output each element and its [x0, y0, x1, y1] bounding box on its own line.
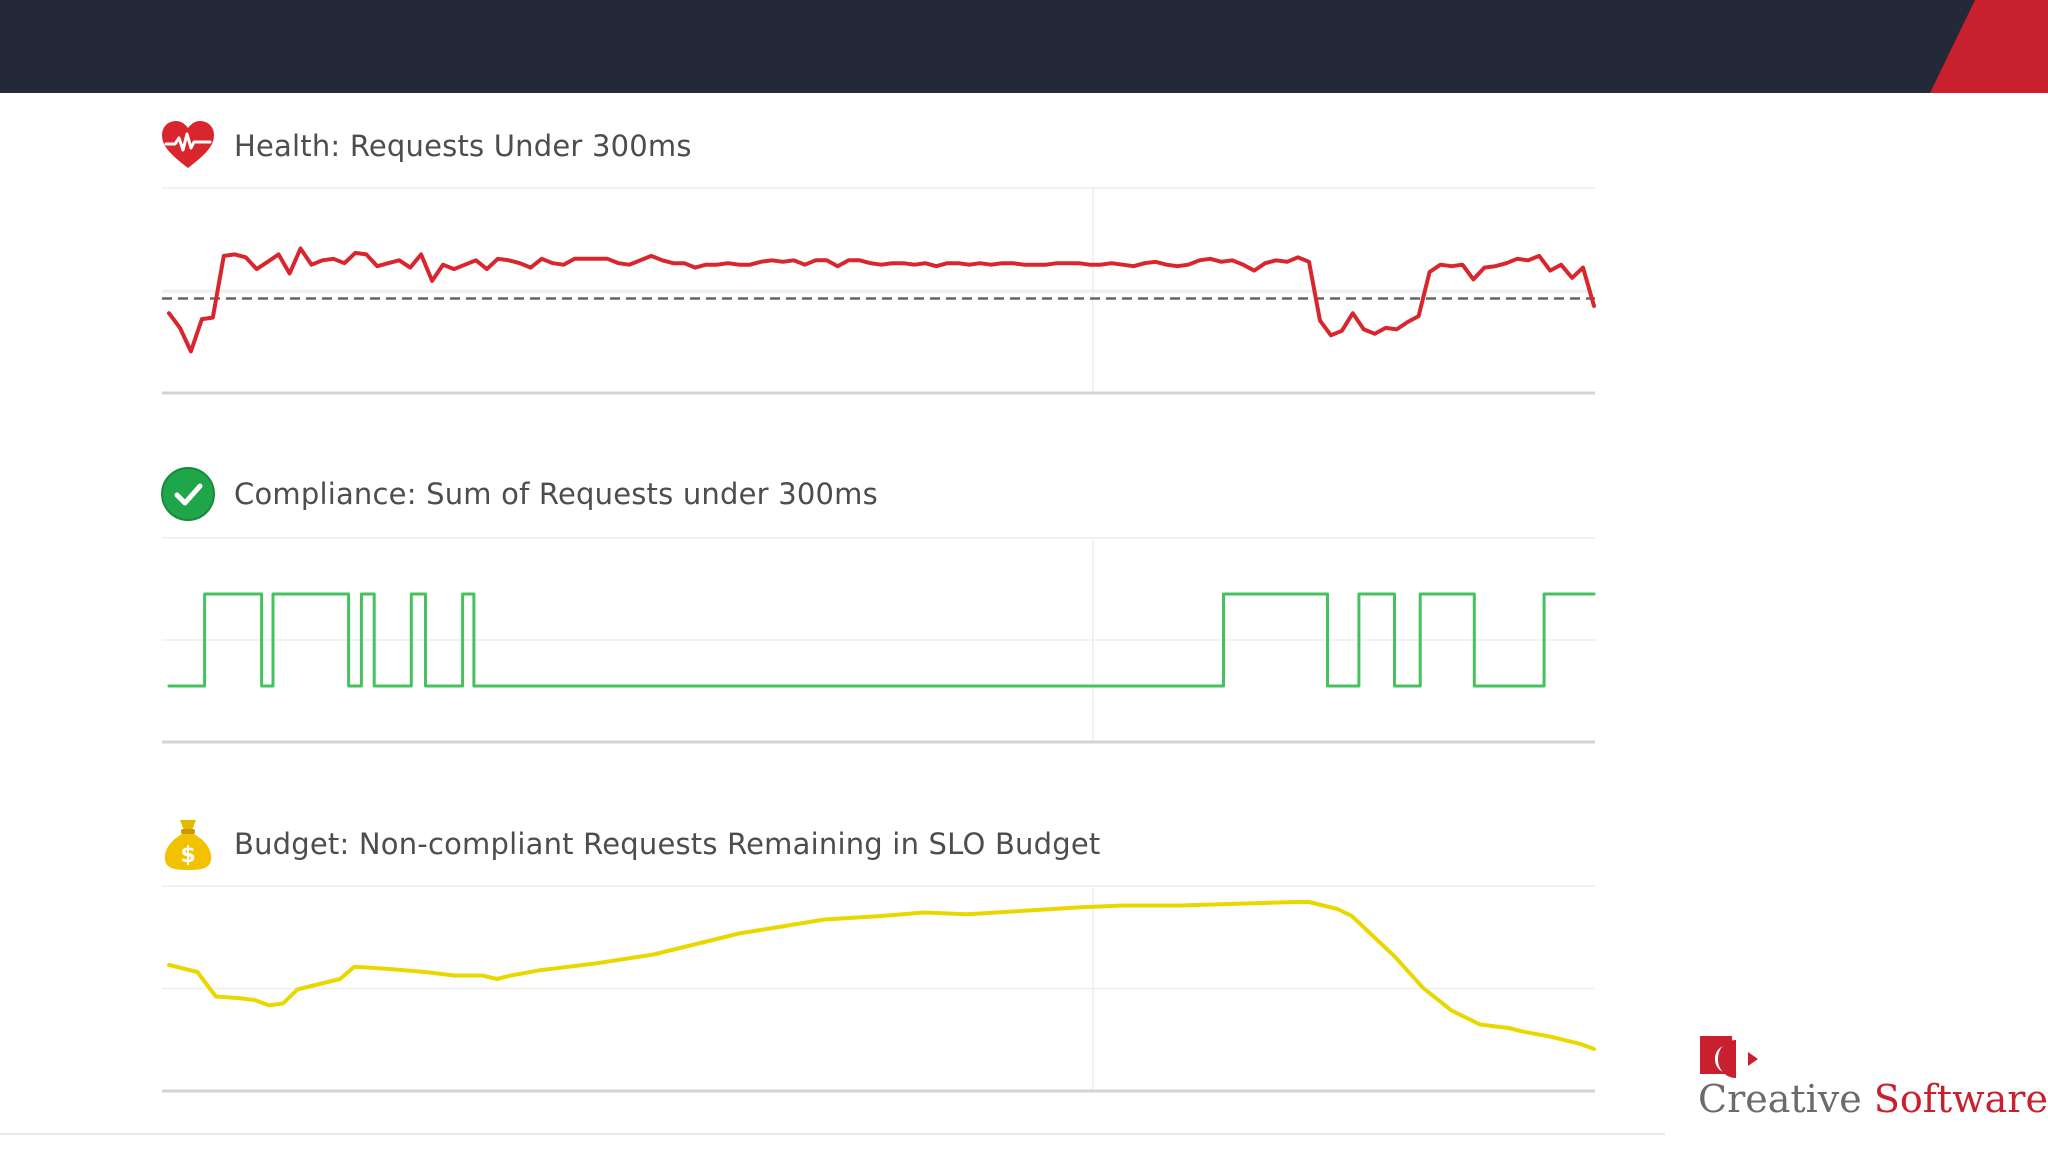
bottom-divider — [0, 1133, 1665, 1135]
svg-text:$: $ — [180, 843, 195, 868]
budget-series-line — [167, 900, 1596, 1051]
checkmark-circle-icon — [161, 467, 215, 521]
creative-software-logo-icon — [1700, 1036, 1758, 1078]
budget-panel-title: Budget: Non-compliant Requests Remaining… — [234, 827, 1101, 861]
logo-text: Creative Software — [1698, 1077, 2048, 1121]
top-bar — [0, 0, 2048, 93]
budget-panel-header: $ Budget: Non-compliant Requests Remaini… — [160, 814, 1100, 874]
heartbeat-icon — [162, 121, 214, 168]
compliance-series-line — [167, 592, 1596, 688]
health-series-line — [167, 246, 1596, 354]
creative-software-logo: Creative Software — [1698, 1032, 2048, 1122]
money-bag-icon: $ — [164, 820, 212, 870]
logo-word-software: Software — [1873, 1077, 2048, 1121]
compliance-panel-title: Compliance: Sum of Requests under 300ms — [234, 477, 878, 511]
health-panel-header: Health: Requests Under 300ms — [160, 116, 692, 176]
compliance-panel-header: Compliance: Sum of Requests under 300ms — [160, 464, 878, 524]
logo-word-creative: Creative — [1698, 1077, 1862, 1121]
health-panel-title: Health: Requests Under 300ms — [234, 129, 692, 163]
